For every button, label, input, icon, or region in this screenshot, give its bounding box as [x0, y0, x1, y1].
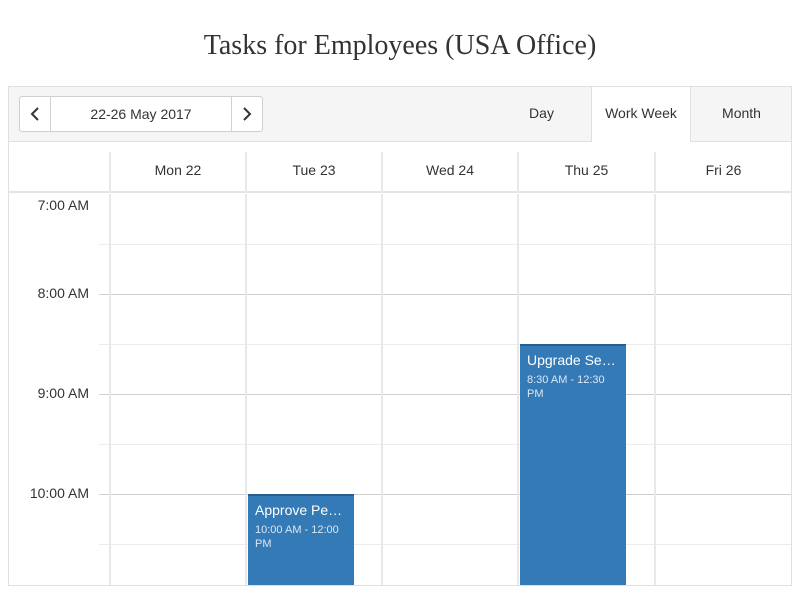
day-header-row: Mon 22 Tue 23 Wed 24 Thu 25 Fri 26: [9, 142, 791, 193]
grid-line: [99, 444, 791, 445]
date-navigator: 22-26 May 2017: [19, 96, 263, 132]
column-divider: [245, 194, 247, 585]
scheduler: 22-26 May 2017 Day Work Week Month Mon 2…: [8, 86, 792, 586]
column-divider: [381, 194, 383, 585]
view-switcher: Day Work Week Month: [491, 87, 791, 142]
chevron-right-icon: [243, 107, 252, 121]
time-label-7am: 7:00 AM: [37, 197, 89, 213]
grid-line: [99, 544, 791, 545]
time-label-9am: 9:00 AM: [37, 385, 89, 401]
event-title: Approve Pe…: [255, 502, 343, 518]
time-grid[interactable]: 7:00 AM 8:00 AM 9:00 AM 10:00 AM Approve…: [9, 194, 791, 585]
event-approve[interactable]: Approve Pe… 10:00 AM - 12:00 PM: [248, 494, 354, 585]
next-button[interactable]: [231, 97, 262, 131]
time-label-8am: 8:00 AM: [37, 285, 89, 301]
event-upgrade[interactable]: Upgrade Se… 8:30 AM - 12:30 PM: [520, 344, 626, 585]
event-time: 10:00 AM - 12:00 PM: [255, 524, 339, 550]
view-month-button[interactable]: Month: [722, 105, 761, 121]
event-time: 8:30 AM - 12:30 PM: [527, 374, 605, 400]
grid-line: [99, 294, 791, 295]
grid-line: [99, 344, 791, 345]
column-divider: [517, 194, 519, 585]
day-header-mon[interactable]: Mon 22: [109, 152, 245, 193]
day-header-fri[interactable]: Fri 26: [654, 152, 791, 193]
date-range-label[interactable]: 22-26 May 2017: [90, 106, 192, 122]
day-header-tue[interactable]: Tue 23: [245, 152, 381, 193]
scheduler-toolbar: 22-26 May 2017 Day Work Week Month: [9, 87, 791, 142]
event-title: Upgrade Se…: [527, 352, 616, 368]
previous-button[interactable]: [20, 97, 51, 131]
day-header-wed[interactable]: Wed 24: [381, 152, 517, 193]
grid-line: [99, 494, 791, 495]
column-divider: [654, 194, 656, 585]
day-header-thu[interactable]: Thu 25: [517, 152, 654, 193]
time-label-10am: 10:00 AM: [29, 485, 89, 501]
chevron-left-icon: [30, 107, 39, 121]
grid-line: [99, 394, 791, 395]
grid-line: [99, 244, 791, 245]
page-title: Tasks for Employees (USA Office): [203, 30, 597, 61]
column-divider: [109, 194, 111, 585]
view-day-button[interactable]: Day: [529, 105, 554, 121]
view-work-week-button[interactable]: Work Week: [591, 87, 691, 142]
